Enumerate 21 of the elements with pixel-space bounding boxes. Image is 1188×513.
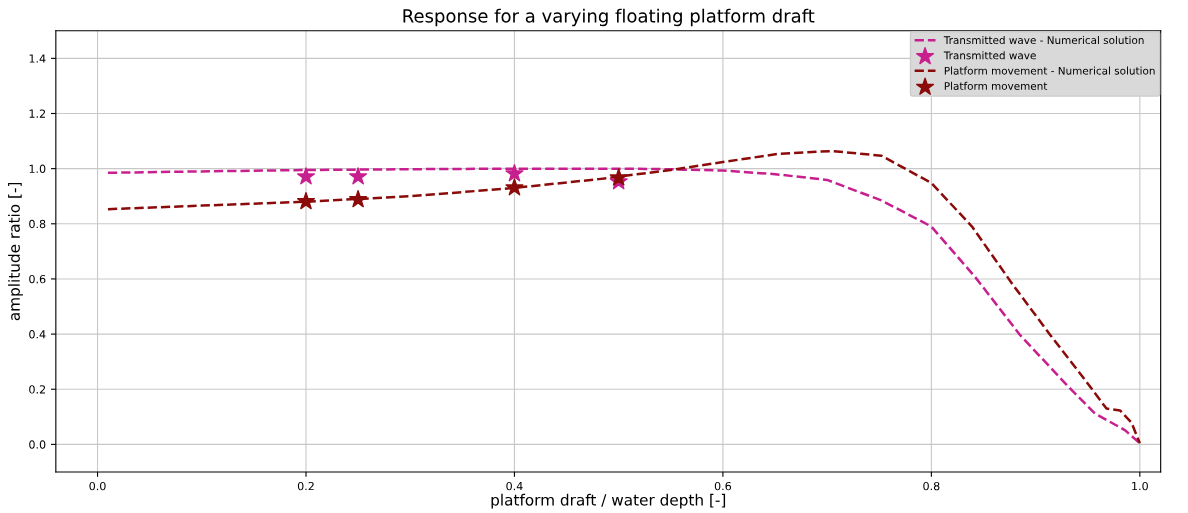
x-tick-label: 0.2 (297, 481, 314, 491)
y-tick-label: 1.2 (29, 109, 45, 118)
y-tick-label: 0.8 (29, 219, 46, 229)
y-tick-label: 1.0 (29, 164, 46, 174)
legend-label: Platform movement (944, 81, 1048, 90)
x-tick-label: 0.0 (89, 481, 106, 491)
chart-title: Response for a varying floating platform draft (403, 8, 815, 27)
y-tick-label: 0.0 (29, 440, 46, 449)
y-tick-label: 0.6 (29, 274, 46, 284)
x-tick-label: 1.0 (1132, 481, 1148, 491)
legend-label: Platform movement - Numerical solution (944, 66, 1155, 75)
x-tick-label: 0.6 (714, 481, 732, 491)
y-tick-label: 0.4 (29, 330, 46, 339)
legend-label: Transmitted wave - Numerical solution (943, 35, 1144, 45)
x-tick-label: 0.8 (923, 481, 940, 491)
x-tick-label: 0.4 (506, 481, 523, 491)
x-axis-title: platform draft / water depth [-] (491, 493, 726, 509)
y-tick-label: 0.2 (29, 385, 45, 394)
legend-label: Transmitted wave (943, 51, 1036, 60)
y-tick-label: 1.4 (29, 54, 46, 63)
y-axis-title: amplitude ratio [-] (8, 182, 23, 321)
